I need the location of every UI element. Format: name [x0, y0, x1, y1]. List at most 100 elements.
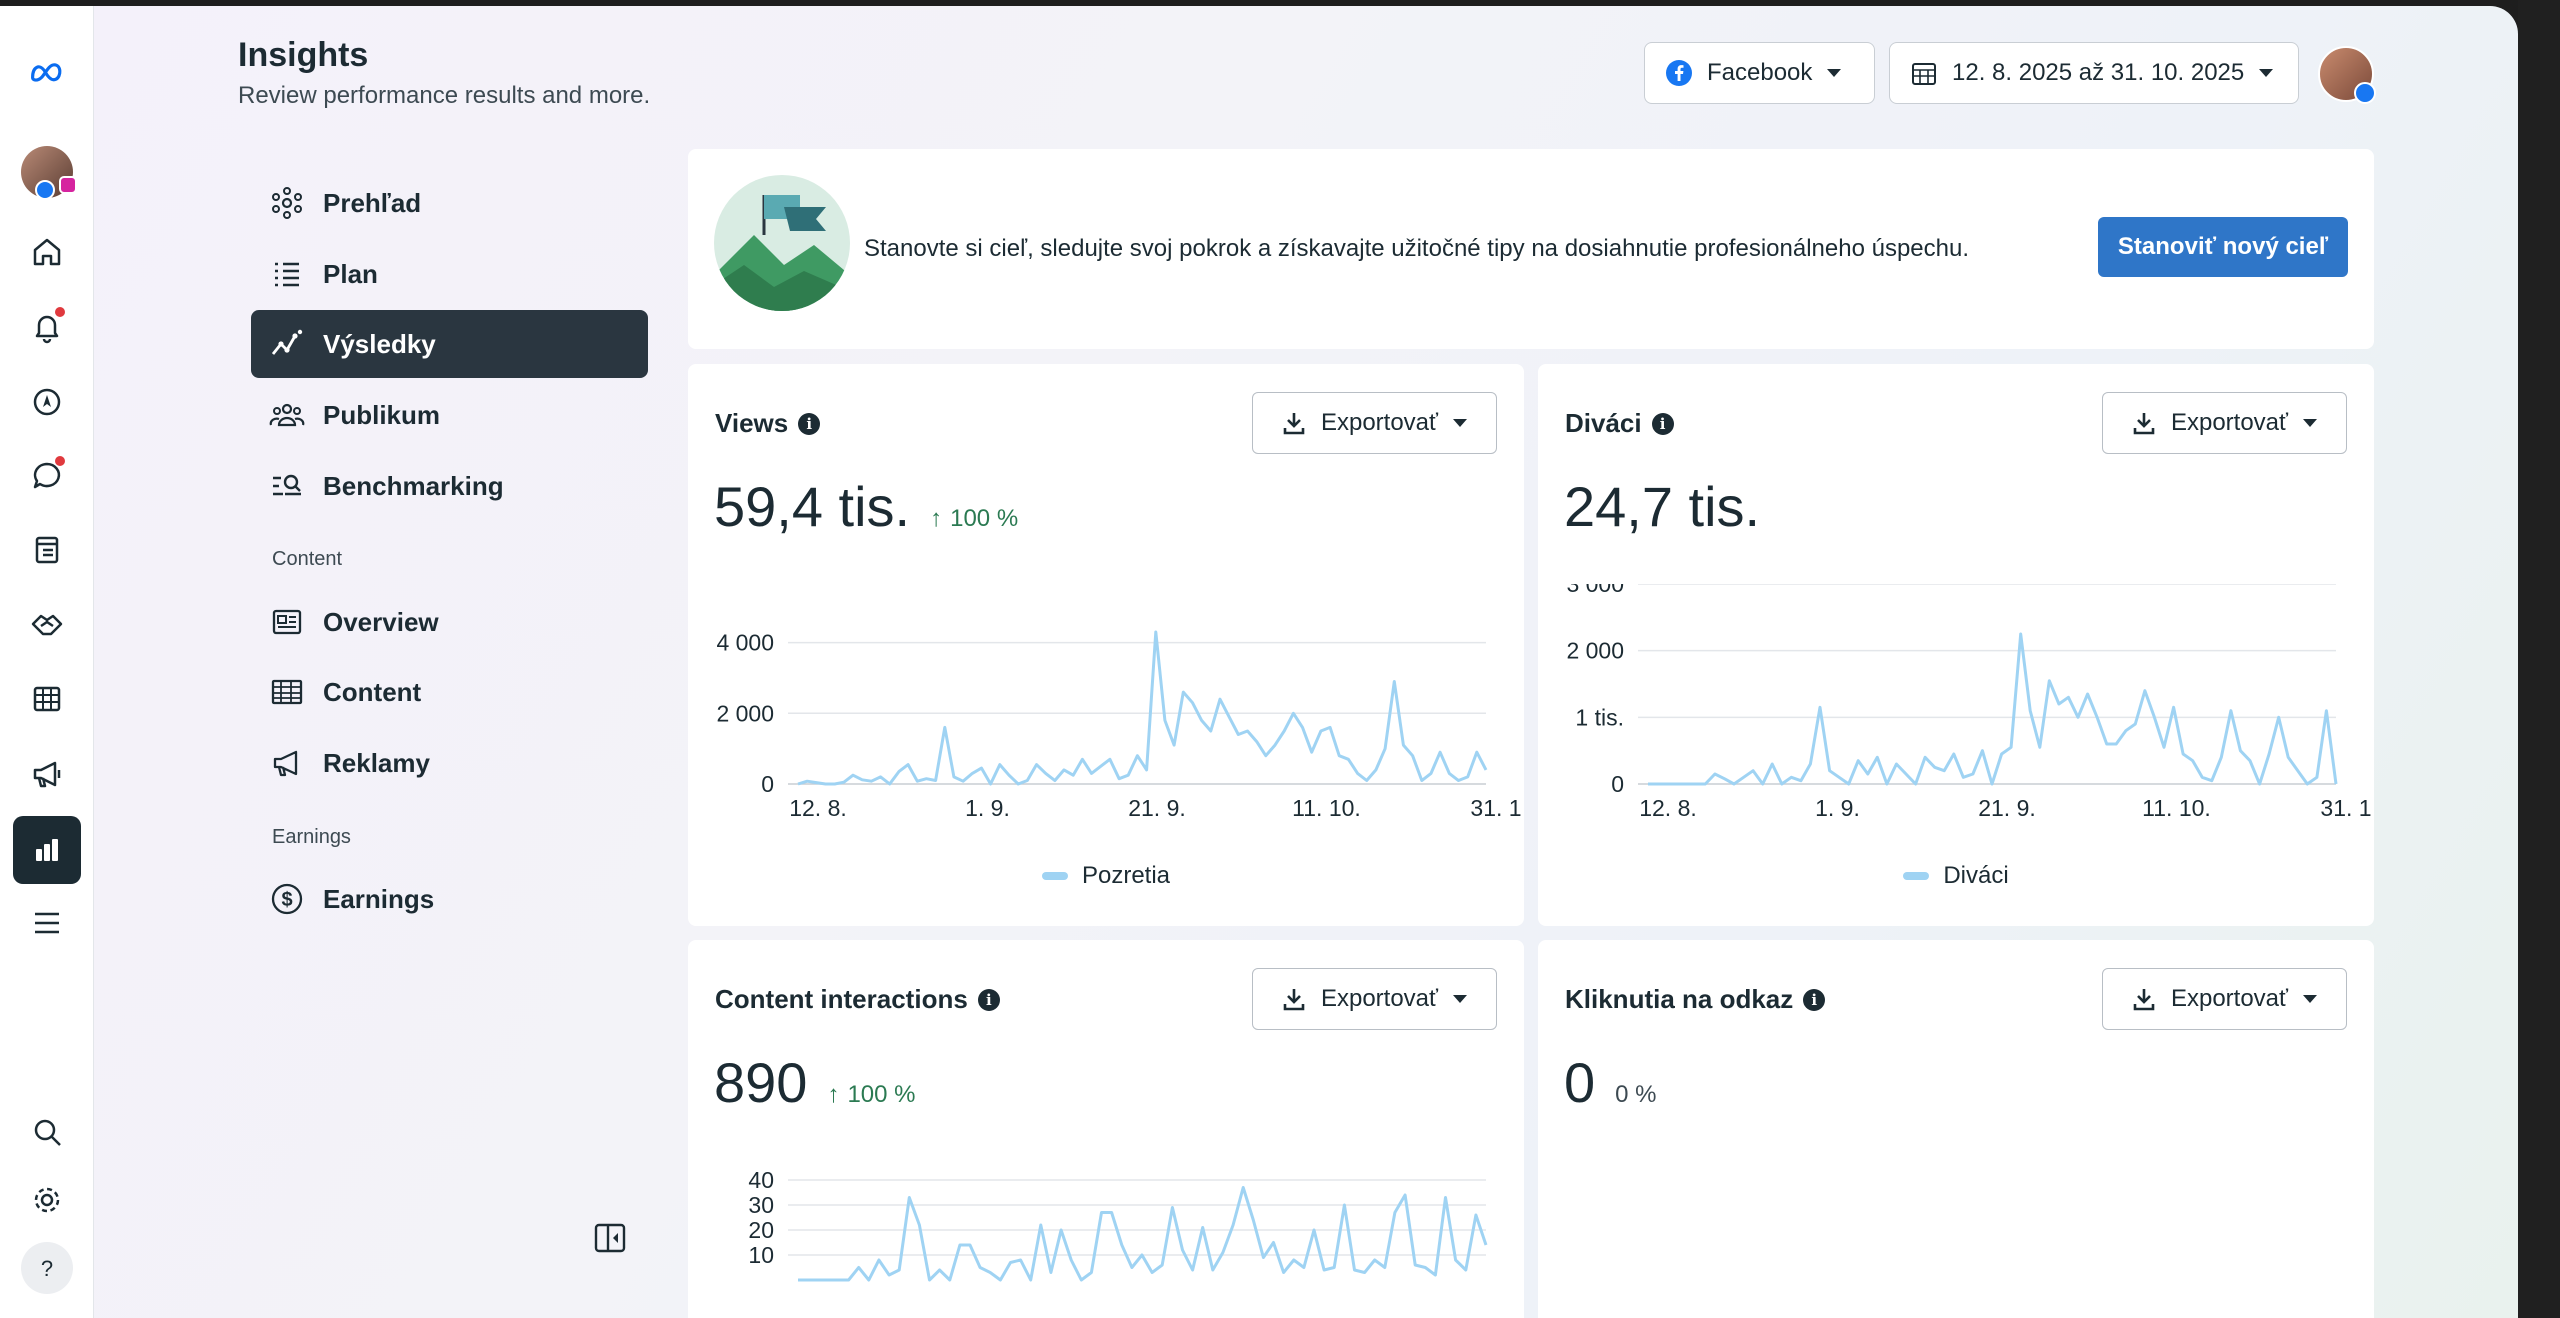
account-avatar[interactable] — [21, 146, 77, 200]
settings-icon[interactable] — [21, 1174, 73, 1226]
clicks-value-row: 0 0 % — [1564, 1050, 1657, 1115]
people-icon — [269, 403, 305, 427]
caret-down-icon — [2303, 419, 2318, 427]
left-rail: ? — [0, 6, 94, 1318]
nav-item-vysledky[interactable]: Výsledky — [251, 310, 648, 378]
platform-dropdown[interactable]: Facebook — [1644, 42, 1875, 104]
table-icon[interactable] — [21, 673, 73, 725]
export-button[interactable]: Exportovať — [2102, 968, 2347, 1030]
views-title: Views i — [715, 408, 821, 439]
y-tick-label: 0 — [1611, 771, 1624, 797]
export-button[interactable]: Exportovať — [1252, 392, 1497, 454]
metric-value: 24,7 tis. — [1564, 475, 1761, 538]
caret-down-icon — [1453, 419, 1468, 427]
card-title-label: Views — [715, 408, 789, 438]
export-button[interactable]: Exportovať — [2102, 392, 2347, 454]
nav-item-prehlad[interactable]: Prehľad — [251, 169, 648, 237]
meta-logo-icon[interactable] — [21, 46, 73, 98]
home-icon[interactable] — [21, 226, 73, 278]
svg-text:?: ? — [41, 1256, 53, 1281]
metric-change: ↑ 100 % — [827, 1081, 915, 1109]
link-clicks-card: Kliknutia na odkaz i Exportovať 0 0 % — [1538, 940, 2374, 1318]
x-tick-label: 21. 9. — [1978, 795, 2036, 821]
platform-label: Facebook — [1707, 59, 1813, 86]
download-icon — [2133, 413, 2155, 435]
overview-nodes-icon — [272, 187, 302, 219]
metric-value: 0 — [1564, 1051, 1596, 1114]
compass-icon[interactable] — [21, 376, 73, 428]
viewers-chart: 0 1 tis. 2 000 3 000 12. 8. 1. 9. 21. 9. 11. 10… — [1566, 584, 2372, 821]
metric-value: 59,4 tis. — [714, 475, 911, 538]
nav-label: Výsledky — [323, 328, 436, 359]
goal-illustration — [714, 175, 850, 311]
legend-swatch — [1041, 872, 1068, 880]
viewers-value-row: 24,7 tis. — [1564, 474, 1760, 539]
window-frame-right — [2518, 0, 2560, 1318]
card-title-label: Kliknutia na odkaz — [1565, 984, 1794, 1014]
nav-section-earnings: Earnings — [272, 826, 351, 848]
facebook-icon — [1666, 60, 1692, 86]
nav-item-publikum[interactable]: Publikum — [251, 381, 648, 449]
nav-label: Benchmarking — [323, 470, 504, 501]
nav-item-earnings[interactable]: $ Earnings — [251, 865, 648, 933]
help-icon[interactable]: ? — [21, 1242, 73, 1294]
menu-icon[interactable] — [21, 897, 73, 949]
clicks-title: Kliknutia na odkaz i — [1565, 984, 1826, 1015]
nav-label: Prehľad — [323, 187, 422, 218]
caret-down-icon — [2303, 995, 2318, 1003]
x-tick-label: 1. 9. — [965, 795, 1010, 821]
y-tick-label: 4 000 — [716, 630, 774, 656]
date-range-picker[interactable]: 12. 8. 2025 až 31. 10. 2025 — [1889, 42, 2299, 104]
nav-label: Overview — [323, 606, 439, 637]
profile-avatar[interactable] — [2318, 46, 2376, 104]
views-chart: 0 2 000 4 000 12. 8. 1. 9. 21. 9. 11. 10. 31. 1 — [716, 630, 1521, 821]
interactions-title: Content interactions i — [715, 984, 1000, 1015]
change-value: 100 % — [950, 505, 1019, 532]
nav-item-benchmarking[interactable]: Benchmarking — [251, 452, 648, 520]
x-tick-label: 12. 8. — [1639, 795, 1697, 821]
y-tick-label: 20 — [748, 1217, 774, 1243]
insights-icon[interactable] — [13, 816, 81, 884]
megaphone-icon[interactable] — [21, 748, 73, 800]
y-tick-label: 2 000 — [716, 700, 774, 726]
nav-label: Content — [323, 676, 422, 707]
interactions-value-row: 890 ↑ 100 % — [714, 1050, 916, 1115]
y-tick-label: 40 — [748, 1167, 774, 1193]
download-icon — [2133, 989, 2155, 1011]
collapse-sidebar-icon[interactable] — [592, 1220, 628, 1256]
content-interactions-card: Content interactions i Exportovať 890 ↑ 1… — [688, 940, 1524, 1318]
dollar-circle-icon: $ — [271, 883, 303, 915]
export-label: Exportovať — [2170, 409, 2289, 436]
search-icon[interactable] — [21, 1106, 73, 1158]
export-label: Exportovať — [1320, 985, 1439, 1012]
x-tick-label: 11. 10. — [1292, 795, 1361, 821]
pages-icon[interactable] — [21, 524, 73, 576]
notifications-icon[interactable] — [21, 301, 73, 353]
info-icon[interactable]: i — [798, 412, 821, 435]
arrow-up-icon: ↑ — [827, 1081, 840, 1108]
caret-down-icon — [1827, 69, 1842, 77]
x-tick-label: 12. 8. — [789, 795, 847, 821]
list-icon — [275, 262, 299, 287]
export-button[interactable]: Exportovať — [1252, 968, 1497, 1030]
legend-swatch — [1903, 872, 1930, 880]
chat-icon[interactable] — [21, 450, 73, 502]
metric-change: 0 % — [1615, 1081, 1657, 1108]
nav-item-plan[interactable]: Plan — [251, 240, 648, 308]
info-icon[interactable]: i — [1651, 412, 1674, 435]
set-goal-button[interactable]: Stanoviť nový cieľ — [2098, 217, 2348, 277]
nav-label: Reklamy — [323, 747, 430, 778]
viewers-card: Diváci i Exportovať 24,7 tis. 0 1 tis. 2 0… — [1538, 364, 2374, 926]
goal-card: Stanovte si cieľ, sledujte svoj pokrok a… — [688, 149, 2374, 349]
trend-line-icon — [271, 329, 303, 355]
nav-item-reklamy[interactable]: Reklamy — [251, 729, 648, 797]
nav-item-content[interactable]: Content — [251, 658, 648, 726]
x-tick-label: 31. 1 — [2320, 795, 2371, 821]
handshake-icon[interactable] — [21, 598, 73, 650]
chart-legend: Pozretia — [688, 862, 1524, 890]
nav-item-overview[interactable]: Overview — [251, 588, 648, 656]
chat-dot — [55, 456, 65, 466]
info-icon[interactable]: i — [1803, 988, 1826, 1011]
info-icon[interactable]: i — [977, 988, 1000, 1011]
